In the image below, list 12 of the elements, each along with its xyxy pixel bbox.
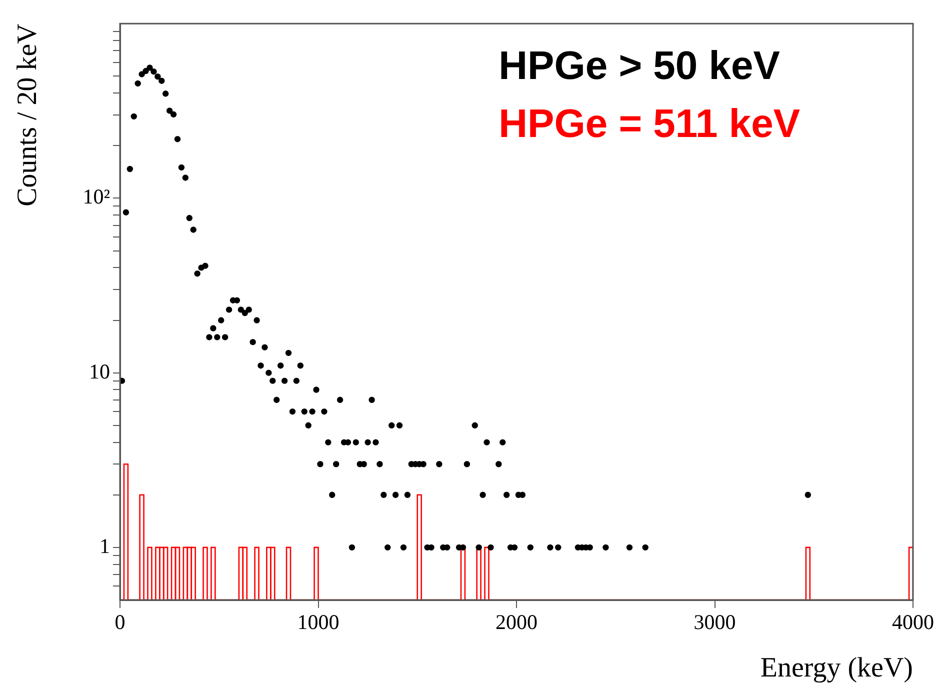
y-tick-label: 10 [89,359,110,384]
x-tick-label: 2000 [496,610,538,634]
x-tick-label: 0 [114,610,126,634]
y-tick-label: 1 [100,534,110,558]
text: HPGe > 50 keV [498,43,781,90]
x-axis-title: Energy (keV) [760,652,913,684]
x-tick-label: 3000 [694,610,736,634]
x-tick-label: 4000 [892,610,934,634]
y-tick-label: 10² [82,184,110,209]
text: HPGe = 511 keV [498,101,800,148]
x-tick-label: 1000 [297,610,340,634]
y-axis-title: Counts / 20 keV [12,24,44,206]
